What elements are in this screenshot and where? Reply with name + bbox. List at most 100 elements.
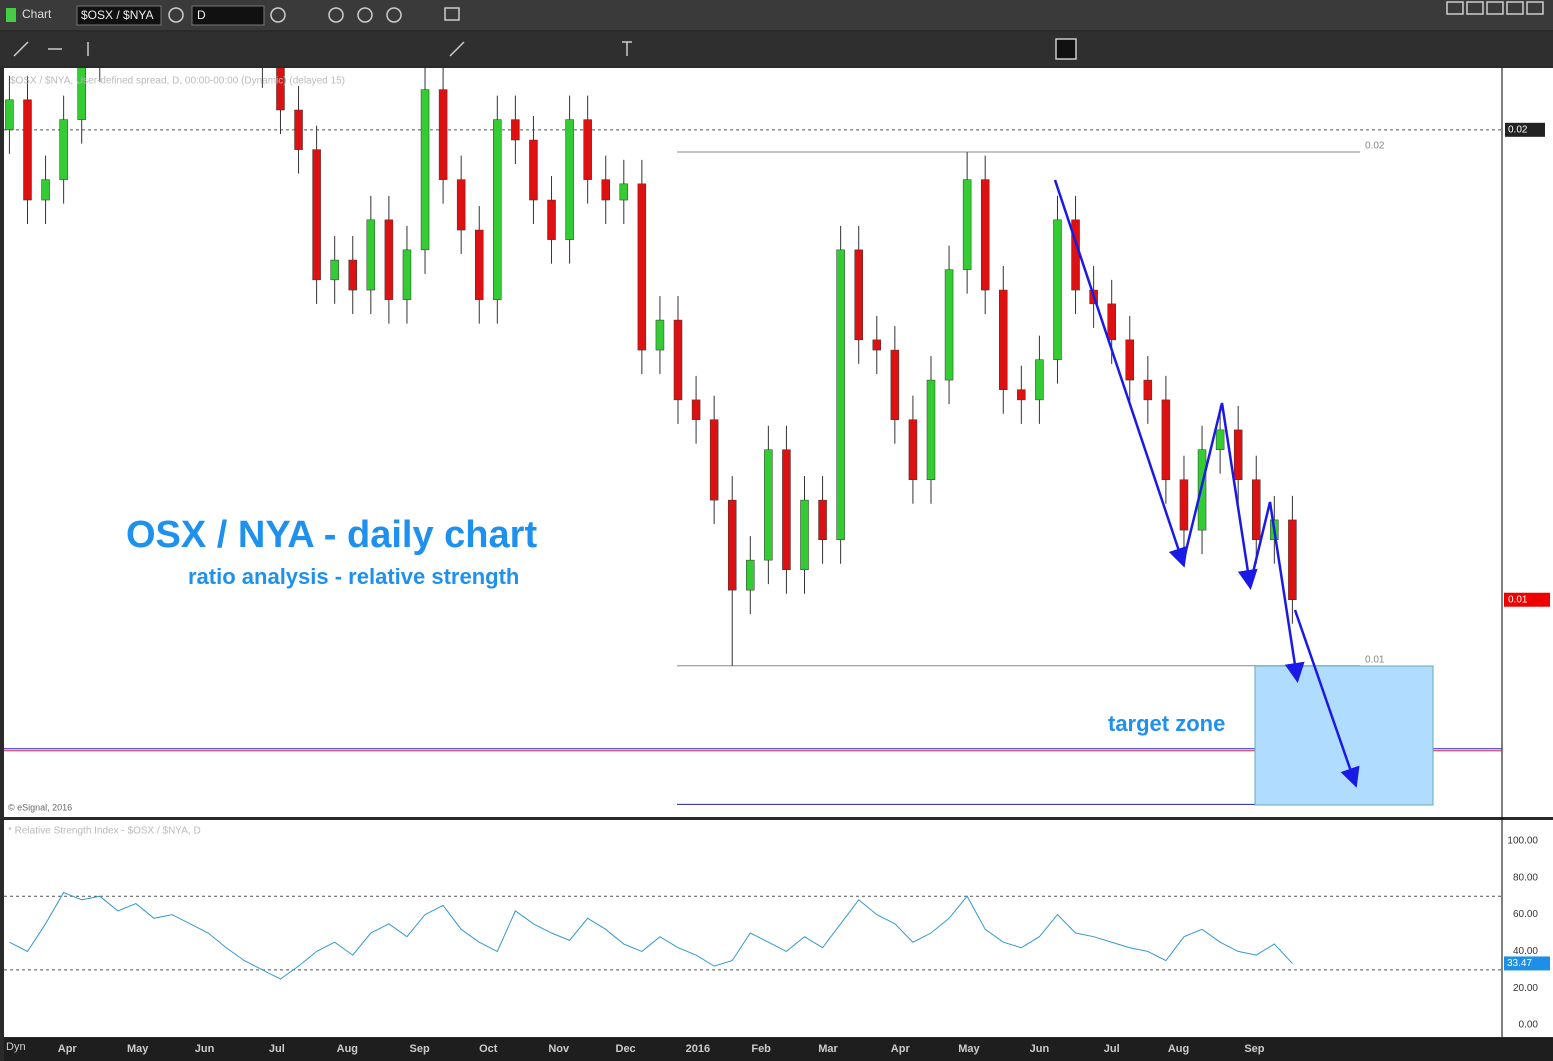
x-tick-label: Apr bbox=[891, 1043, 911, 1055]
candle-body bbox=[980, 179, 990, 291]
candle-body bbox=[1143, 379, 1153, 401]
rsi-plot bbox=[4, 891, 1502, 980]
candle-body bbox=[529, 139, 538, 201]
drawing-toolbar bbox=[0, 32, 1553, 66]
candle-body bbox=[1035, 359, 1044, 401]
annotation: target zone bbox=[1108, 711, 1225, 736]
candle-body bbox=[547, 199, 556, 240]
window-button[interactable] bbox=[1466, 1, 1484, 15]
candle-body bbox=[727, 499, 737, 591]
tool[interactable] bbox=[13, 41, 29, 57]
last-value: 33.47 bbox=[1507, 958, 1532, 969]
candle-body bbox=[583, 119, 592, 180]
symbol-input[interactable] bbox=[76, 5, 162, 26]
price-pane-title: $OSX / $NYA, User-defined spread, D, 00:… bbox=[10, 76, 345, 87]
candle-body bbox=[565, 119, 574, 240]
last-price: 0.01 bbox=[1508, 594, 1528, 605]
target-zone bbox=[1254, 665, 1434, 806]
arrow bbox=[1248, 501, 1305, 683]
symbol-text: $OSX / $NYA bbox=[81, 8, 153, 22]
icon[interactable] bbox=[270, 7, 286, 23]
arrow bbox=[1181, 402, 1258, 590]
candle-body bbox=[818, 499, 827, 540]
candle-body bbox=[673, 319, 683, 401]
rsi-axis bbox=[1502, 820, 1553, 1037]
candle-body bbox=[854, 249, 863, 341]
icon[interactable] bbox=[386, 7, 402, 23]
icon[interactable] bbox=[357, 7, 373, 23]
window-button[interactable] bbox=[1506, 1, 1524, 15]
x-tick-label: Sep bbox=[410, 1043, 430, 1055]
candle-body bbox=[41, 179, 50, 201]
candle-body bbox=[438, 89, 448, 180]
wave-arrows bbox=[1053, 179, 1360, 788]
rsi-pane bbox=[4, 820, 1502, 1037]
candle-body bbox=[1215, 429, 1225, 450]
candle-body bbox=[619, 183, 629, 201]
x-tick-label: Apr bbox=[58, 1043, 78, 1055]
arrow bbox=[1053, 179, 1188, 568]
candle-body bbox=[1107, 303, 1116, 341]
window-button[interactable] bbox=[1446, 1, 1464, 15]
candle-body bbox=[944, 269, 954, 381]
x-tick-label: Oct bbox=[479, 1043, 498, 1055]
candle-body bbox=[330, 259, 339, 281]
icon[interactable] bbox=[444, 7, 460, 21]
candle-body bbox=[691, 399, 701, 420]
window-title: Chart bbox=[22, 7, 52, 21]
annotation: ratio analysis - relative strength bbox=[188, 564, 519, 589]
window-button[interactable] bbox=[1486, 1, 1504, 15]
arrow bbox=[1293, 609, 1360, 788]
x-tick-label: Mar bbox=[818, 1043, 838, 1055]
y-tick-label: 60.00 bbox=[1513, 909, 1538, 920]
icon[interactable] bbox=[328, 7, 344, 23]
candle-body bbox=[926, 379, 936, 480]
tool[interactable] bbox=[449, 41, 465, 57]
candle-body bbox=[709, 419, 719, 501]
rsi-title: * Relative Strength Index - $OSX / $NYA,… bbox=[8, 826, 201, 837]
rsi-line bbox=[9, 891, 1293, 980]
candle-body bbox=[1288, 519, 1297, 600]
candle-body bbox=[402, 249, 412, 300]
candle-body bbox=[999, 289, 1008, 390]
candle-body bbox=[59, 119, 68, 180]
candle-body bbox=[5, 99, 14, 131]
candle-body bbox=[637, 183, 647, 351]
candle-body bbox=[474, 229, 484, 300]
fib-label: 0.02 bbox=[1365, 141, 1385, 152]
window-button[interactable] bbox=[1526, 1, 1544, 15]
x-tick-label: Jun bbox=[1030, 1043, 1050, 1055]
candle-body bbox=[348, 259, 358, 291]
candle-body bbox=[23, 99, 32, 201]
x-tick-label: Aug bbox=[337, 1043, 358, 1055]
x-tick-label: 2016 bbox=[686, 1043, 710, 1055]
icon[interactable] bbox=[168, 7, 184, 23]
x-tick-label: May bbox=[958, 1043, 980, 1055]
candle-body bbox=[276, 68, 285, 111]
candle-body bbox=[890, 349, 900, 420]
candle-body bbox=[782, 449, 791, 570]
x-tick-label: Aug bbox=[1168, 1043, 1189, 1055]
candle-body bbox=[1179, 479, 1189, 531]
x-tick-label: Jun bbox=[195, 1043, 215, 1055]
candle-body bbox=[312, 149, 321, 281]
app-icon bbox=[6, 8, 16, 22]
tool[interactable] bbox=[1055, 38, 1077, 60]
candle-body bbox=[1017, 389, 1026, 401]
candle-body bbox=[384, 219, 394, 300]
candle-body bbox=[456, 179, 466, 231]
y-tick-label: 40.00 bbox=[1513, 946, 1538, 957]
candle-body bbox=[493, 119, 502, 300]
y-tick-label: 0.02 bbox=[1508, 124, 1528, 135]
interval-select[interactable] bbox=[191, 5, 265, 26]
candle-body bbox=[1125, 339, 1135, 381]
time-axis bbox=[4, 1038, 1553, 1061]
y-tick-label: 20.00 bbox=[1513, 983, 1538, 994]
candle-body bbox=[764, 449, 773, 561]
candle-body bbox=[908, 419, 918, 480]
candle-body bbox=[77, 68, 86, 120]
candle-body bbox=[1233, 429, 1243, 480]
candle-body bbox=[746, 559, 755, 591]
candle-body bbox=[962, 179, 972, 270]
